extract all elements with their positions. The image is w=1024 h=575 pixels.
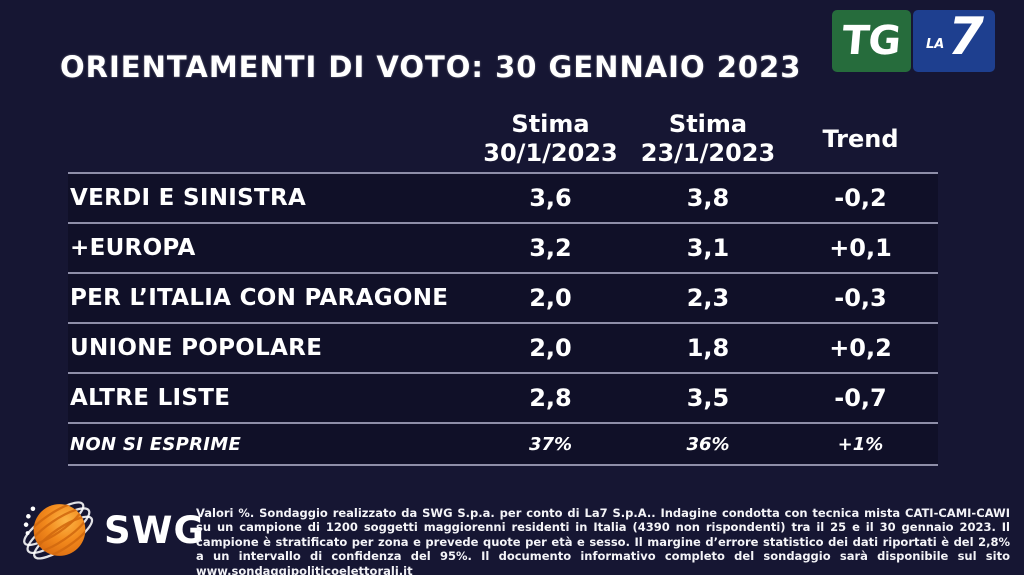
poll-table: Stima 30/1/2023 Stima 23/1/2023 Trend VE…	[68, 106, 938, 466]
stima-23-value: 3,8	[686, 184, 730, 212]
header-trend: Trend	[822, 124, 899, 153]
trend-value: -0,7	[834, 384, 887, 412]
table-row: VERDI E SINISTRA 3,6 3,8 -0,2	[68, 172, 938, 222]
stima-23-value: 3,5	[686, 384, 730, 412]
party-name: UNIONE POPOLARE	[70, 335, 323, 361]
header-stima-30: Stima 30/1/2023	[468, 110, 633, 168]
stima-30-value: 37%	[528, 433, 573, 455]
header-stima-23: Stima 23/1/2023	[633, 110, 783, 168]
stima-30-value: 2,0	[529, 284, 572, 312]
swg-logo-text: SWG	[104, 508, 205, 552]
trend-value: +0,2	[829, 334, 892, 362]
page-title: ORIENTAMENTI DI VOTO: 30 GENNAIO 2023	[60, 50, 802, 84]
party-name: VERDI E SINISTRA	[70, 185, 307, 211]
swg-logo: SWG	[20, 492, 205, 568]
party-name: NON SI ESPRIME	[70, 433, 242, 455]
trend-value: -0,3	[834, 284, 887, 312]
stima-23-value: 3,1	[686, 234, 730, 262]
stima-23-value: 36%	[686, 433, 730, 455]
tgla7-logo: TG LA 7	[832, 7, 995, 72]
party-name: PER L’ITALIA CON PARAGONE	[70, 285, 449, 311]
header-stima-23-line1: Stima	[668, 110, 748, 139]
table-header-row: Stima 30/1/2023 Stima 23/1/2023 Trend	[68, 106, 938, 172]
table-footer-row: NON SI ESPRIME 37% 36% +1%	[68, 422, 938, 466]
table-row: PER L’ITALIA CON PARAGONE 2,0 2,3 -0,3	[68, 272, 938, 322]
trend-value: +1%	[837, 433, 884, 455]
stima-30-value: 3,6	[529, 184, 572, 212]
party-name: ALTRE LISTE	[70, 385, 231, 411]
header-stima-30-line2: 30/1/2023	[483, 139, 618, 167]
stima-23-value: 2,3	[686, 284, 730, 312]
stima-23-value: 1,8	[686, 334, 730, 362]
table-row: UNIONE POPOLARE 2,0 1,8 +0,2	[68, 322, 938, 372]
party-name: +EUROPA	[70, 235, 196, 261]
table-row: +EUROPA 3,2 3,1 +0,1	[68, 222, 938, 272]
trend-value: -0,2	[834, 184, 887, 212]
table-row: ALTRE LISTE 2,8 3,5 -0,7	[68, 372, 938, 422]
stima-30-value: 2,8	[529, 384, 572, 412]
la7-logo-box: LA 7	[913, 7, 995, 72]
header-stima-30-line1: Stima	[511, 110, 590, 139]
swg-globe-icon	[23, 501, 94, 560]
header-stima-23-line2: 23/1/2023	[640, 139, 776, 167]
survey-disclaimer: Valori %. Sondaggio realizzato da SWG S.…	[196, 505, 1010, 575]
tg-logo-text: TG	[840, 18, 903, 64]
la7-logo-seven-text: 7	[947, 7, 984, 67]
stima-30-value: 2,0	[529, 334, 572, 362]
la7-logo-la-text: LA	[926, 37, 945, 52]
stima-30-value: 3,2	[529, 234, 572, 262]
tg-logo-box: TG	[832, 10, 911, 72]
trend-value: +0,1	[829, 234, 892, 262]
